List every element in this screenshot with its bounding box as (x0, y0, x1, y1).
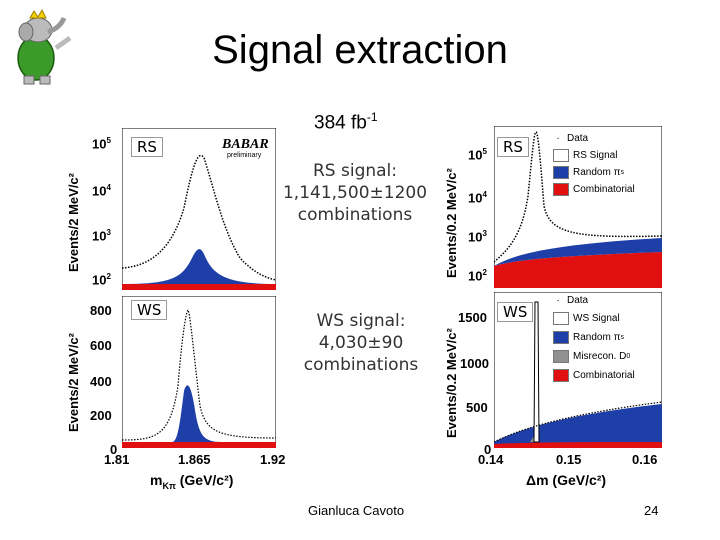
right-xaxis-label: Δm (GeV/c²) (526, 472, 607, 488)
rs-right-tag: RS (497, 137, 529, 157)
right-xtick: 0.15 (556, 452, 582, 467)
rs-right-yaxis-label: Events/0.2 MeV/c² (444, 168, 459, 278)
babar-logo-text: BABAR (222, 137, 269, 152)
ws-mkpi-combinatorial-area (122, 442, 276, 448)
rs-left-yaxis-label: Events/2 MeV/c² (66, 173, 81, 272)
ws-left-ytick: 200 (90, 408, 112, 423)
ws-right-ytick: 1500 (458, 310, 487, 325)
left-xtick: 1.92 (260, 452, 286, 467)
ws-deltam-signal-peak (533, 301, 540, 443)
ws-mkpi-random-pi-area (172, 385, 222, 442)
rs-deltam-data-curve (494, 131, 662, 263)
data-marker-icon: · (556, 133, 560, 144)
rs-signal-swatch (553, 149, 569, 162)
ws-right-tag: WS (497, 302, 534, 322)
misrecon-swatch (553, 350, 569, 363)
ws-left-ytick: 400 (90, 374, 112, 389)
random-pi-swatch (553, 166, 569, 179)
babar-elephant-logo (17, 8, 72, 85)
combinatorial-swatch (553, 183, 569, 196)
rs-legend-item: RS Signal (553, 149, 617, 162)
preliminary-label: preliminary (227, 152, 262, 159)
rs-deltam-random-pi-area (494, 238, 662, 266)
left-xaxis-label: mKπ (GeV/c²) (150, 472, 234, 491)
rs-deltam-combinatorial-area (494, 252, 662, 288)
rs-mkpi-random-pi-area (122, 249, 276, 284)
combinatorial-swatch (553, 369, 569, 382)
ws-right-yaxis-label: Events/0.2 MeV/c² (444, 328, 459, 438)
ws-deltam-plot (494, 292, 662, 448)
ws-legend-item: · Data (553, 295, 588, 306)
ws-deltam-combinatorial-area (494, 442, 662, 448)
rs-legend-item: Combinatorial (553, 183, 635, 196)
rs-mkpi-combinatorial-area (122, 284, 276, 290)
data-marker-icon: · (556, 295, 560, 306)
rs-right-ytick: 105 (468, 147, 487, 163)
ws-signal-annotation: WS signal: 4,030±90 combinations (303, 311, 419, 375)
ws-left-ytick: 600 (90, 338, 112, 353)
ws-legend-item: Combinatorial (553, 369, 635, 382)
ws-right-ytick: 1000 (460, 356, 489, 371)
ws-mkpi-plot (122, 296, 276, 448)
rs-right-ytick: 104 (468, 190, 487, 206)
page-number: 24 (644, 503, 659, 518)
rs-legend-item: · Data (553, 133, 588, 144)
ws-left-tag: WS (131, 300, 168, 320)
ws-right-ytick: 0 (484, 442, 492, 457)
left-xtick: 1.81 (104, 452, 130, 467)
ws-left-ytick: 0 (110, 442, 118, 457)
rs-left-ytick: 105 (92, 136, 111, 152)
rs-left-ytick: 102 (92, 272, 111, 288)
ws-left-ytick: 800 (90, 303, 112, 318)
rs-left-ytick: 104 (92, 183, 111, 199)
rs-right-ytick: 102 (468, 268, 487, 284)
author-footer: Gianluca Cavoto (308, 503, 405, 518)
right-xtick: 0.16 (632, 452, 658, 467)
slide-title: Signal extraction (212, 28, 508, 72)
random-pi-swatch (553, 331, 569, 344)
right-xtick: 0.14 (478, 452, 504, 467)
ws-right-ytick: 500 (466, 400, 488, 415)
ws-signal-swatch (553, 312, 569, 325)
rs-left-ytick: 103 (92, 228, 111, 244)
rs-right-ytick: 103 (468, 229, 487, 245)
ws-deltam-data-curve (494, 401, 662, 443)
luminosity-label: 384 fb-1 (314, 110, 378, 134)
rs-signal-annotation: RS signal: 1,141,500±1200 combinations (282, 161, 428, 225)
ws-legend-item: WS Signal (553, 312, 620, 325)
left-xtick: 1.865 (178, 452, 211, 467)
rs-left-tag: RS (131, 137, 163, 157)
ws-left-yaxis-label: Events/2 MeV/c² (66, 333, 81, 432)
